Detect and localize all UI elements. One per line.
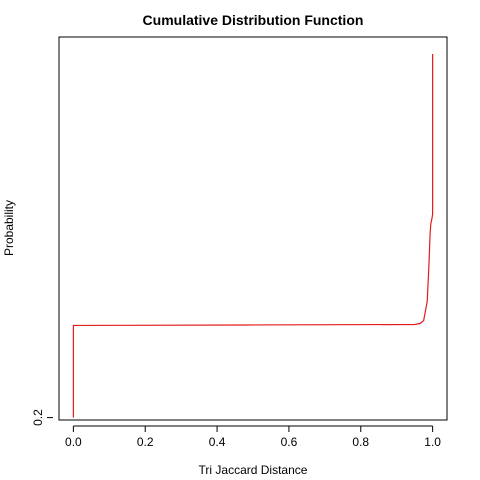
cdf-series xyxy=(72,53,434,418)
x-axis: 0.0 0.2 0.4 0.6 0.8 1.0 xyxy=(65,425,441,449)
cdf-line xyxy=(72,53,434,418)
x-tick-label: 0.6 xyxy=(281,435,298,449)
x-axis-label: Tri Jaccard Distance xyxy=(199,463,308,477)
x-tick-label: 0.2 xyxy=(137,435,154,449)
y-tick-label: 0.2 xyxy=(31,409,45,426)
x-tick-label: 1.0 xyxy=(424,435,441,449)
y-axis: 0.2 xyxy=(31,409,53,426)
x-tick-label: 0.8 xyxy=(352,435,369,449)
chart-title: Cumulative Distribution Function xyxy=(143,12,364,28)
plot-frame xyxy=(58,36,448,421)
x-tick-label: 0.0 xyxy=(65,435,82,449)
y-axis-label: Probability xyxy=(2,200,16,256)
x-tick-label: 0.4 xyxy=(209,435,226,449)
